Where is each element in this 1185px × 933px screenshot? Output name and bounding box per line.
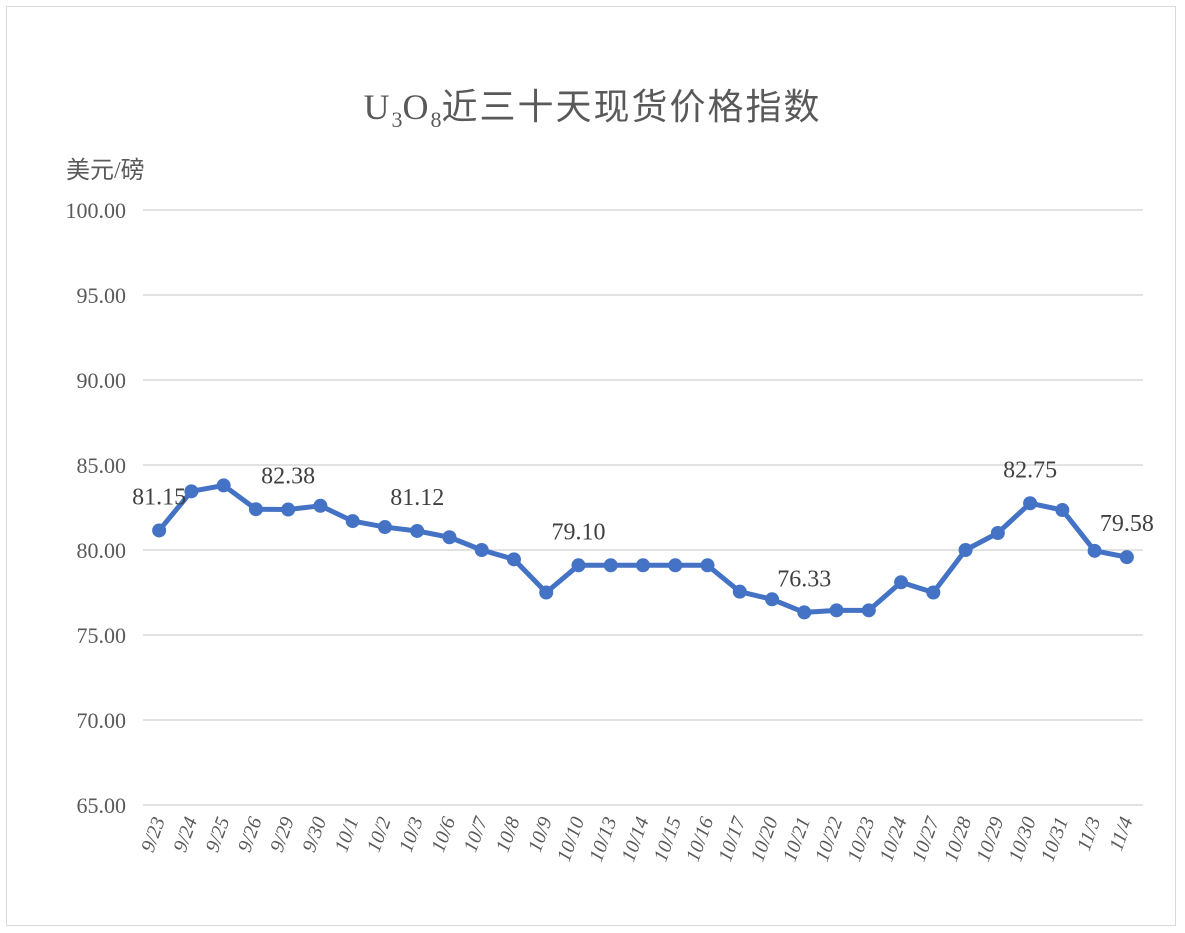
x-tick-label: 11/4 bbox=[1105, 814, 1137, 854]
data-point-marker bbox=[765, 592, 780, 607]
x-tick-label: 10/20 bbox=[746, 814, 782, 864]
x-tick-label: 10/9 bbox=[524, 814, 557, 855]
x-tick-label: 10/22 bbox=[811, 814, 847, 864]
x-tick-label: 10/1 bbox=[331, 814, 364, 855]
x-tick-label: 10/17 bbox=[714, 813, 751, 864]
data-point-marker bbox=[377, 520, 392, 535]
x-tick-label: 10/8 bbox=[492, 814, 525, 855]
data-point-marker bbox=[636, 558, 650, 573]
data-point-marker bbox=[184, 484, 199, 499]
y-tick-label: 80.00 bbox=[77, 538, 127, 563]
x-tick-label: 10/6 bbox=[427, 814, 460, 855]
x-tick-label: 10/28 bbox=[940, 814, 976, 864]
x-tick-label: 10/31 bbox=[1037, 814, 1073, 864]
x-tick-label: 9/26 bbox=[234, 814, 267, 855]
y-tick-label: 95.00 bbox=[77, 283, 127, 308]
data-label: 79.58 bbox=[1100, 511, 1154, 537]
data-point-marker bbox=[506, 552, 521, 567]
data-point-marker bbox=[474, 543, 489, 557]
data-point-marker bbox=[571, 558, 586, 573]
data-label: 81.15 bbox=[132, 484, 186, 510]
data-point-marker bbox=[829, 603, 844, 618]
data-label: 81.12 bbox=[390, 485, 444, 511]
x-tick-label: 9/24 bbox=[169, 814, 202, 855]
data-point-marker bbox=[152, 523, 167, 538]
data-point-marker bbox=[1087, 543, 1102, 558]
y-tick-label: 90.00 bbox=[77, 368, 127, 393]
data-point-marker bbox=[216, 478, 231, 493]
data-point-marker bbox=[1055, 503, 1070, 518]
data-point-marker bbox=[732, 584, 747, 599]
data-point-marker bbox=[926, 585, 941, 600]
x-tick-label: 10/24 bbox=[876, 814, 912, 864]
data-point-marker bbox=[1023, 496, 1038, 511]
data-label: 82.75 bbox=[1003, 457, 1057, 483]
x-tick-label: 10/21 bbox=[779, 814, 815, 864]
x-tick-label: 10/2 bbox=[363, 814, 396, 855]
data-label: 79.10 bbox=[551, 519, 605, 545]
data-point-marker bbox=[281, 502, 296, 517]
x-tick-label: 10/27 bbox=[908, 813, 945, 864]
x-tick-label: 10/13 bbox=[585, 814, 621, 864]
data-point-marker bbox=[1119, 550, 1134, 565]
y-tick-label: 70.00 bbox=[77, 708, 127, 733]
data-point-marker bbox=[345, 514, 360, 529]
x-tick-label: 9/29 bbox=[266, 814, 299, 855]
data-point-marker bbox=[894, 575, 909, 590]
x-tick-label: 10/10 bbox=[553, 814, 589, 864]
y-tick-label: 100.00 bbox=[66, 198, 127, 223]
y-tick-label: 65.00 bbox=[77, 793, 127, 818]
data-point-marker bbox=[990, 526, 1005, 540]
data-point-marker bbox=[442, 530, 457, 545]
x-tick-label: 9/30 bbox=[298, 814, 331, 855]
x-tick-label: 10/15 bbox=[650, 814, 686, 864]
series-line bbox=[157, 482, 1128, 615]
data-point-marker bbox=[248, 502, 263, 517]
data-label: 76.33 bbox=[777, 566, 831, 592]
data-point-marker bbox=[539, 585, 554, 600]
data-point-marker bbox=[861, 603, 876, 618]
x-tick-label: 10/23 bbox=[843, 814, 879, 864]
data-point-marker bbox=[313, 498, 328, 513]
x-tick-label: 10/7 bbox=[460, 813, 493, 855]
x-tick-label: 10/29 bbox=[972, 814, 1008, 864]
chart-frame bbox=[6, 6, 1176, 926]
data-point-marker bbox=[668, 558, 683, 573]
y-axis-unit-label: 美元/磅 bbox=[66, 158, 145, 184]
data-point-marker bbox=[410, 523, 425, 538]
y-tick-label: 85.00 bbox=[77, 453, 127, 478]
chart-title: U3O8近三十天现货价格指数 bbox=[363, 87, 822, 132]
data-point-marker bbox=[700, 558, 715, 573]
data-point-marker bbox=[958, 543, 973, 557]
data-label: 82.38 bbox=[261, 464, 315, 490]
data-point-marker bbox=[603, 558, 618, 573]
x-tick-label: 10/30 bbox=[1005, 814, 1041, 864]
x-tick-label: 10/16 bbox=[682, 814, 718, 864]
x-tick-label: 10/14 bbox=[617, 814, 653, 864]
x-tick-label: 11/3 bbox=[1073, 814, 1105, 854]
data-point-marker bbox=[797, 605, 812, 620]
x-tick-label: 9/23 bbox=[137, 814, 170, 855]
x-tick-label: 9/25 bbox=[202, 814, 235, 855]
y-tick-label: 75.00 bbox=[77, 623, 127, 648]
x-tick-label: 10/3 bbox=[395, 814, 428, 855]
